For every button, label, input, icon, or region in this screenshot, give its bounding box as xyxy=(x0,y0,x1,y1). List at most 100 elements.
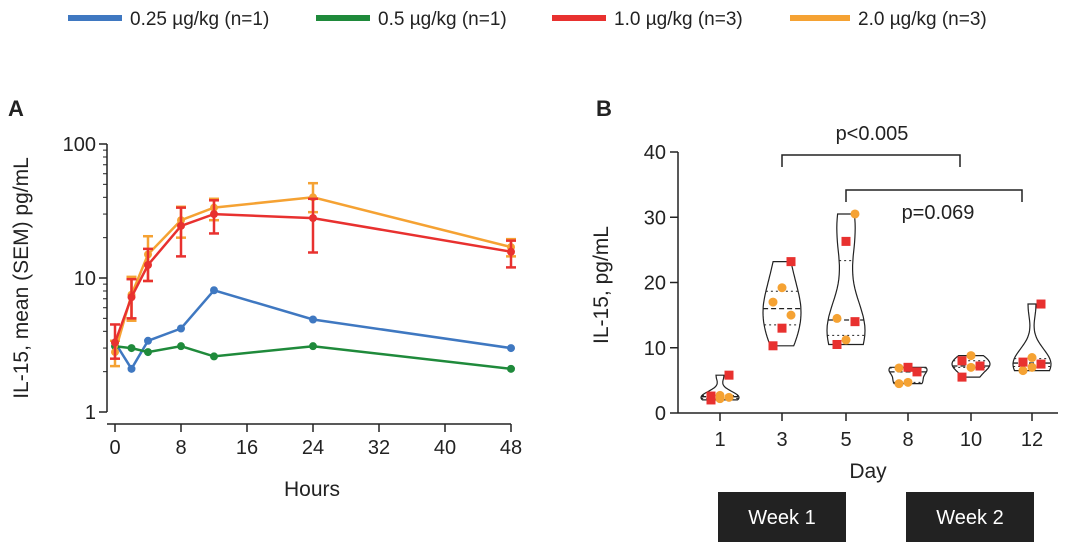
panel-a-label: A xyxy=(8,96,24,121)
panel-b-ytick-label: 30 xyxy=(644,207,666,229)
panel-b-point-orange xyxy=(966,362,976,372)
panel-b-point-red xyxy=(1036,299,1046,309)
panel-b-xtick-label: 12 xyxy=(1021,429,1043,451)
legend-label-0: 0.25 µg/kg (n=1) xyxy=(130,9,269,30)
panel-b-point-orange xyxy=(777,283,787,293)
panel-b-point-red xyxy=(850,317,860,327)
panel-b-point-red xyxy=(768,341,778,351)
panel-b-point-red xyxy=(777,323,787,333)
panel-b-ytick-label: 0 xyxy=(655,403,666,425)
panel-b-point-orange xyxy=(966,351,976,361)
panel-a-point xyxy=(127,293,136,302)
panel-b-xtick-label: 8 xyxy=(902,429,913,451)
panel-b-point-red xyxy=(957,356,967,366)
panel-a-point xyxy=(177,324,185,333)
panel-b-point-orange xyxy=(894,363,904,373)
panel-a-point xyxy=(144,348,152,357)
panel-b-point-red xyxy=(832,339,842,349)
panel-b-point-orange xyxy=(841,335,851,345)
panel-b-point-red xyxy=(786,257,796,267)
panel-a-point xyxy=(127,344,136,353)
panel-a-xtick-label: 32 xyxy=(368,437,390,459)
panel-b-point-red xyxy=(1018,357,1028,367)
panel-a-point xyxy=(507,344,515,353)
panel-a-xtick-label: 24 xyxy=(302,437,324,459)
panel-a-point xyxy=(144,261,152,270)
panel-b-xtick-label: 1 xyxy=(714,429,725,451)
panel-a-point xyxy=(177,342,185,351)
annotation-p-0-005: p<0.005 xyxy=(836,123,909,145)
panel-b-violin xyxy=(762,261,802,347)
panel-b-point-red xyxy=(706,391,716,401)
panel-a-xtick-label: 0 xyxy=(109,437,120,459)
panel-a-ylabel: IL-15, mean (SEM) pg/mL xyxy=(10,157,33,399)
week2-box xyxy=(906,492,1034,542)
panel-b-point-red xyxy=(903,362,913,372)
panel-a-point xyxy=(210,286,218,295)
panel-b-violin xyxy=(888,366,928,385)
panel-a-ylabel-text: IL-15, mean (SEM) pg/mL xyxy=(10,157,33,399)
panel-b-xlabel: Day xyxy=(849,460,887,483)
legend-label-2: 1.0 µg/kg (n=3) xyxy=(614,9,743,30)
panel-b-xtick-label: 10 xyxy=(960,429,982,451)
panel-b-point-orange xyxy=(903,377,913,387)
panel-b-ytick-label: 20 xyxy=(644,273,666,295)
panel-a-xtick-label: 48 xyxy=(500,437,522,459)
panel-b-point-orange xyxy=(850,209,860,219)
panel-b-point-orange xyxy=(715,390,725,400)
panel-a-point xyxy=(309,214,317,223)
panel-b-violin xyxy=(951,355,991,378)
panel-b-violin xyxy=(1012,303,1052,372)
bracket-p-0-005 xyxy=(781,154,961,167)
week2-label: Week 2 xyxy=(936,507,1003,529)
panel-a-point xyxy=(507,364,515,373)
panel-b-violin xyxy=(826,213,866,346)
panel-b-point-red xyxy=(957,372,967,382)
panel-b-point-red xyxy=(1036,359,1046,369)
panel-b-ylabel: IL-15, pg/mL xyxy=(590,226,613,344)
legend-label-3: 2.0 µg/kg (n=3) xyxy=(858,9,987,30)
panel-b-point-orange xyxy=(786,310,796,320)
panel-a-series-line xyxy=(113,288,512,372)
panel-a-point xyxy=(309,315,317,324)
panel-b-xtick-label: 3 xyxy=(776,429,787,451)
annotation-p-0-069: p=0.069 xyxy=(902,202,975,224)
panel-a-ytick-label: 10 xyxy=(74,268,96,290)
panel-a-plot: 1 10 100 0 8 16 24 32 40 48 xyxy=(63,134,523,459)
panel-b-ytick-label: 40 xyxy=(644,142,666,164)
panel-a-point xyxy=(111,338,119,347)
panel-b-point-orange xyxy=(768,297,778,307)
panel-a-ytick-label: 100 xyxy=(63,134,96,156)
legend: 0.25 µg/kg (n=1) 0.5 µg/kg (n=1) 1.0 µg/… xyxy=(68,9,987,30)
panel-a-point xyxy=(210,352,218,361)
bracket-p-0-069 xyxy=(845,189,1023,202)
panel-a-xtick-label: 16 xyxy=(236,437,258,459)
panel-a-point xyxy=(210,210,218,219)
panel-b-point-orange xyxy=(832,313,842,323)
panel-a-ytick-label: 1 xyxy=(85,402,96,424)
legend-label-1: 0.5 µg/kg (n=1) xyxy=(378,9,507,30)
panel-b-point-orange xyxy=(1027,353,1037,363)
panel-a-point xyxy=(127,364,136,373)
panel-a-xtick-label: 40 xyxy=(434,437,456,459)
panel-b-point-red xyxy=(724,370,734,380)
week1-box xyxy=(718,492,846,542)
panel-b-point-orange xyxy=(724,392,734,402)
panel-a-xtick-label: 8 xyxy=(175,437,186,459)
panel-b-point-orange xyxy=(894,379,904,389)
panel-b-xtick-label: 5 xyxy=(840,429,851,451)
panel-b-label: B xyxy=(596,96,612,121)
panel-b-ytick-label: 10 xyxy=(644,338,666,360)
panel-a-point xyxy=(177,221,185,230)
panel-a-point xyxy=(144,336,152,345)
panel-b-point-orange xyxy=(1018,366,1028,376)
panel-b-plot: 0 10 20 30 40 1 3 5 8 10 12 xyxy=(644,142,1058,451)
panel-a-xlabel: Hours xyxy=(284,478,340,501)
week1-label: Week 1 xyxy=(748,507,815,529)
panel-a-point xyxy=(507,247,515,256)
panel-b-point-red xyxy=(912,367,922,377)
panel-b-ylabel-text: IL-15, pg/mL xyxy=(590,226,613,344)
panel-b-point-orange xyxy=(1027,362,1037,372)
panel-a-point xyxy=(309,342,317,351)
